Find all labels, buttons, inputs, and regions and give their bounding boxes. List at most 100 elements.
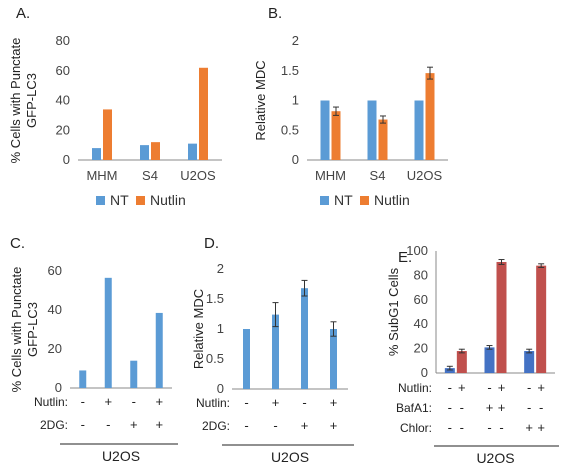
condition-sign: + bbox=[498, 380, 506, 395]
condition-sign: + bbox=[272, 395, 280, 410]
y-tick-label: 0 bbox=[55, 380, 62, 395]
bar bbox=[484, 347, 495, 373]
bar bbox=[320, 100, 330, 160]
condition-sign: + bbox=[301, 418, 309, 433]
condition-sign: - bbox=[527, 400, 531, 415]
category-label: S4 bbox=[142, 168, 158, 183]
bar bbox=[524, 351, 535, 373]
group-label: U2OS bbox=[271, 449, 309, 465]
condition-sign: - bbox=[106, 417, 110, 432]
bar bbox=[243, 329, 250, 389]
bar bbox=[92, 148, 101, 160]
bar bbox=[496, 261, 507, 373]
y-tick-label: 60 bbox=[414, 292, 428, 307]
bar bbox=[155, 312, 163, 388]
y-axis-title: % Cells with Punctate bbox=[8, 38, 23, 164]
condition-label: Nutlin: bbox=[34, 395, 68, 409]
bar bbox=[444, 368, 455, 373]
condition-sign: + bbox=[498, 400, 506, 415]
bar bbox=[104, 277, 112, 388]
panel-letter: E. bbox=[398, 249, 412, 266]
bar bbox=[130, 360, 138, 388]
y-axis-title: % SubG1 Cells bbox=[386, 267, 401, 356]
condition-label: Nutlin: bbox=[398, 381, 432, 395]
panel-c: C. 0 20 40 60 % Cells with Punctate GFP-LC3 Nut… bbox=[9, 235, 178, 464]
legend-swatch bbox=[96, 196, 105, 205]
y-axis-title: Relative MDC bbox=[191, 289, 206, 369]
bar bbox=[378, 119, 388, 160]
y-tick-label: 1 bbox=[217, 321, 224, 336]
legend-label: NT bbox=[110, 192, 129, 208]
bar bbox=[151, 142, 160, 160]
condition-sign: + bbox=[155, 394, 163, 409]
condition-sign: - bbox=[487, 420, 491, 435]
condition-sign: - bbox=[460, 420, 464, 435]
y-tick-label: 20 bbox=[56, 122, 70, 137]
category-label: MHM bbox=[315, 168, 346, 183]
bar bbox=[536, 265, 547, 373]
condition-sign: + bbox=[155, 417, 163, 432]
y-axis-title: GFP-LC3 bbox=[25, 302, 40, 357]
y-tick-label: 40 bbox=[48, 302, 62, 317]
condition-sign: - bbox=[460, 400, 464, 415]
panel-letter: D. bbox=[204, 235, 219, 252]
y-tick-label: 0 bbox=[421, 365, 428, 380]
y-tick-label: 40 bbox=[414, 316, 428, 331]
y-tick-label: 40 bbox=[56, 93, 70, 108]
condition-sign: - bbox=[302, 395, 306, 410]
y-tick-label: 2 bbox=[292, 33, 299, 48]
y-tick-label: 0.5 bbox=[206, 351, 224, 366]
legend-swatch bbox=[320, 196, 329, 205]
condition-sign: - bbox=[448, 420, 452, 435]
bar bbox=[103, 109, 112, 160]
y-tick-label: 80 bbox=[414, 267, 428, 282]
condition-label: BafA1: bbox=[396, 401, 432, 415]
group-label: U2OS bbox=[476, 450, 514, 466]
condition-sign: + bbox=[330, 395, 338, 410]
condition-label: 2DG: bbox=[202, 419, 230, 433]
y-tick-label: 100 bbox=[406, 243, 428, 258]
condition-sign: + bbox=[130, 417, 138, 432]
bar bbox=[199, 67, 208, 160]
y-axis-title: % Cells with Punctate bbox=[9, 267, 24, 393]
y-tick-label: 20 bbox=[48, 341, 62, 356]
y-tick-label: 20 bbox=[414, 341, 428, 356]
condition-label: 2DG: bbox=[40, 418, 68, 432]
y-tick-label: 80 bbox=[56, 33, 70, 48]
condition-sign: - bbox=[81, 417, 85, 432]
panel-letter: A. bbox=[16, 5, 30, 22]
category-label: MHM bbox=[86, 168, 117, 183]
legend-label: Nutlin bbox=[374, 192, 410, 208]
legend-label: NT bbox=[334, 192, 353, 208]
condition-sign: - bbox=[448, 380, 452, 395]
panel-a: A. 0 20 40 60 80 % Cells with Punctate GFP-LC3 M… bbox=[8, 5, 222, 208]
condition-sign: + bbox=[486, 400, 494, 415]
condition-sign: + bbox=[537, 420, 545, 435]
category-label: S4 bbox=[370, 168, 386, 183]
y-tick-label: 0 bbox=[63, 152, 70, 167]
condition-sign: - bbox=[539, 400, 543, 415]
y-tick-label: 60 bbox=[48, 263, 62, 278]
condition-sign: + bbox=[537, 380, 545, 395]
condition-sign: + bbox=[104, 394, 112, 409]
bar bbox=[330, 329, 337, 389]
condition-sign: - bbox=[273, 418, 277, 433]
y-tick-label: 0.5 bbox=[281, 122, 299, 137]
condition-sign: - bbox=[244, 418, 248, 433]
condition-sign: - bbox=[132, 394, 136, 409]
bar bbox=[79, 370, 87, 388]
condition-sign: - bbox=[81, 394, 85, 409]
category-label: U2OS bbox=[180, 168, 216, 183]
condition-sign: - bbox=[448, 400, 452, 415]
bar bbox=[301, 288, 308, 389]
legend-swatch bbox=[136, 196, 145, 205]
bar bbox=[140, 145, 149, 160]
group-label: U2OS bbox=[102, 448, 140, 464]
bar bbox=[425, 73, 435, 160]
y-tick-label: 0 bbox=[292, 152, 299, 167]
bar bbox=[331, 111, 341, 160]
y-tick-label: 2 bbox=[217, 261, 224, 276]
